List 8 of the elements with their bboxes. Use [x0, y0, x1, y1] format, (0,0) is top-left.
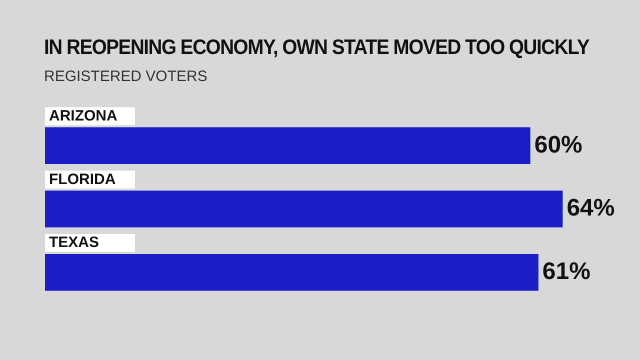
data-label: 60% [534, 131, 582, 158]
data-label: 61% [542, 258, 590, 285]
chart-title: IN REOPENING ECONOMY, OWN STATE MOVED TOO QUICKLY [44, 36, 590, 60]
y-tick-label: TEXAS [49, 234, 100, 252]
data-label: 64% [566, 194, 615, 222]
y-tick-label: FLORIDA [49, 170, 116, 188]
y-tick-label: ARIZONA [49, 107, 118, 124]
chart-subtitle: REGISTERED VOTERS [44, 68, 208, 85]
